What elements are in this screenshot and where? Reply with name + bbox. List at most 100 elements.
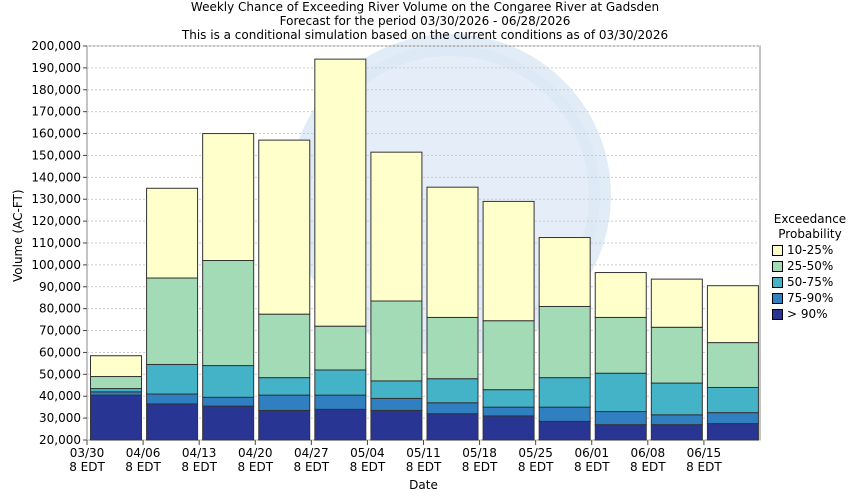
y-tick-label: 40,000 [39, 389, 81, 403]
y-tick-label: 20,000 [39, 433, 81, 447]
chart-subtitle-condition: This is a conditional simulation based o… [181, 28, 669, 42]
bar-segment [650, 424, 703, 441]
y-axis-ticks: 20,000 30,000 40,000 50,000 60,000 70,000 80,0… [31, 39, 87, 447]
bar-segment [538, 237, 591, 307]
y-tick-label: 130,000 [31, 192, 81, 206]
bar-segment [706, 412, 759, 425]
x-tick-time: 8 EDT [181, 460, 217, 474]
bar-segment [426, 378, 479, 404]
y-tick-label: 140,000 [31, 170, 81, 184]
bar-segment [370, 151, 423, 302]
bar-segment [594, 272, 647, 318]
bar-segment [706, 342, 759, 388]
x-tick-time: 8 EDT [462, 460, 498, 474]
x-tick-date: 04/20 [238, 446, 273, 460]
bar-segment [426, 413, 479, 441]
bar-segment [258, 139, 311, 315]
y-tick-label: 50,000 [39, 367, 81, 381]
bar-segment [90, 394, 142, 441]
x-tick-time: 8 EDT [518, 460, 554, 474]
y-tick-label: 30,000 [39, 411, 81, 425]
chart-title-block: Weekly Chance of Exceeding River Volume … [0, 0, 850, 42]
x-axis-label: Date [409, 478, 438, 492]
legend-item: 75-90% [772, 290, 850, 306]
bar-segment [370, 300, 423, 382]
y-tick-label: 150,000 [31, 148, 81, 162]
y-tick-label: 90,000 [39, 280, 81, 294]
bar-segment [650, 278, 703, 328]
bar-segment [482, 415, 535, 441]
y-axis-label: Volume (AC-FT) [11, 189, 25, 282]
legend-label: 10-25% [787, 242, 834, 257]
x-tick-time: 8 EDT [630, 460, 666, 474]
x-tick-date: 06/15 [687, 446, 722, 460]
bar-segment [426, 186, 479, 318]
legend-item: 25-50% [772, 258, 850, 274]
bar-segment [370, 380, 423, 399]
x-tick-time: 8 EDT [237, 460, 273, 474]
bar-segment [258, 377, 311, 396]
y-tick-label: 160,000 [31, 127, 81, 141]
bar-segment [370, 409, 423, 441]
bar-segment [594, 316, 647, 374]
bar-segment [538, 305, 591, 379]
bar-segment [314, 325, 367, 371]
y-tick-label: 120,000 [31, 214, 81, 228]
stacked-bars [90, 58, 759, 441]
y-tick-label: 190,000 [31, 61, 81, 75]
bar-segment [202, 396, 255, 407]
legend-items: 10-25% 25-50% 50-75% 75-90% > 90% [770, 242, 850, 322]
x-tick-time: 8 EDT [350, 460, 386, 474]
bar-segment [146, 393, 199, 405]
bar-segment [650, 326, 703, 384]
bar-segment [258, 313, 311, 379]
bar-segment [314, 58, 367, 327]
y-tick-label: 60,000 [39, 345, 81, 359]
bar-segment [146, 403, 199, 441]
legend-swatch [772, 276, 783, 288]
chart-subtitle-period: Forecast for the period 03/30/2026 - 06/… [279, 14, 571, 28]
bar-segment [258, 409, 311, 441]
x-tick-time: 8 EDT [69, 460, 105, 474]
legend-label: > 90% [787, 306, 828, 321]
y-tick-label: 80,000 [39, 302, 81, 316]
x-tick-date: 05/11 [406, 446, 441, 460]
x-tick-date: 04/06 [126, 446, 161, 460]
x-tick-date: 06/01 [574, 446, 609, 460]
y-tick-label: 100,000 [31, 258, 81, 272]
bar-segment [426, 316, 479, 380]
y-tick-label: 70,000 [39, 324, 81, 338]
bar-segment [594, 424, 647, 441]
bar-segment [482, 200, 535, 322]
bar-segment [594, 372, 647, 413]
bar-segment [202, 405, 255, 441]
legend-title-line2: Probability [778, 227, 842, 241]
x-tick-date: 06/08 [631, 446, 666, 460]
y-tick-label: 170,000 [31, 105, 81, 119]
bar-segment [706, 423, 759, 441]
bar-segment [482, 406, 535, 417]
bar-segment [258, 394, 311, 411]
bar-segment [650, 382, 703, 416]
x-tick-date: 04/27 [294, 446, 329, 460]
x-tick-date: 03/30 [70, 446, 105, 460]
legend-title-line1: Exceedance [773, 212, 847, 226]
bar-segment [146, 187, 199, 279]
bar-segment [538, 377, 591, 408]
bar-segment [594, 411, 647, 426]
legend-label: 75-90% [787, 290, 834, 305]
bar-segment [202, 365, 255, 398]
legend: Exceedance Probability 10-25% 25-50% 50-75… [770, 212, 850, 322]
bar-segment [314, 408, 367, 441]
bar-segment [146, 363, 199, 395]
bar-segment [482, 389, 535, 408]
legend-label: 50-75% [787, 274, 834, 289]
legend-item: > 90% [772, 306, 850, 322]
legend-swatch [772, 260, 783, 272]
y-tick-label: 180,000 [31, 83, 81, 97]
y-tick-label: 110,000 [31, 236, 81, 250]
bar-segment [202, 260, 255, 367]
bar-segment [146, 277, 199, 365]
bar-segment [538, 420, 591, 441]
